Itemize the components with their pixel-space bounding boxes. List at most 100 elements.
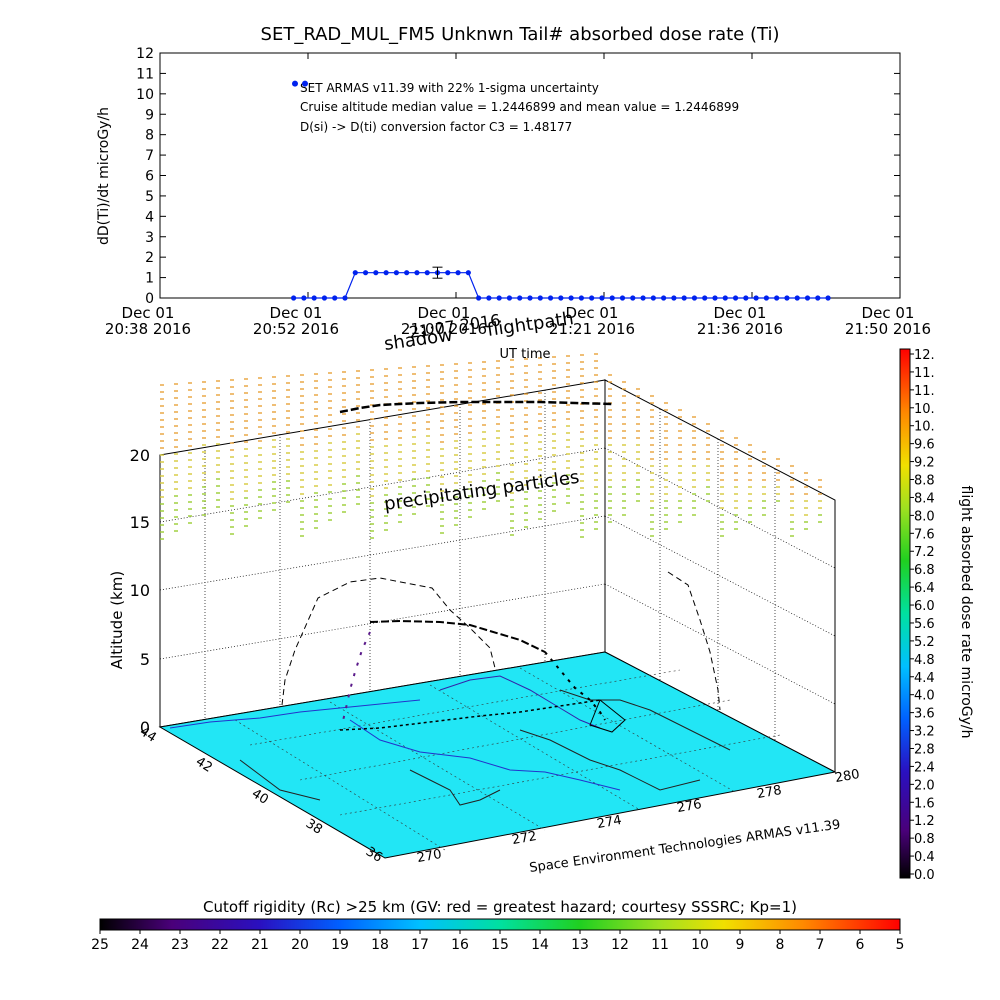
data-point <box>311 295 317 301</box>
data-point <box>784 295 790 301</box>
data-point <box>599 295 605 301</box>
rigidity-colorbar-tick-label: 9 <box>736 937 745 953</box>
data-point <box>619 295 626 301</box>
data-point <box>496 295 502 301</box>
data-point <box>630 295 636 301</box>
top-y-axis-label: dD(Ti)/dt microGy/h <box>96 107 112 245</box>
latitude-axis: 36 38 40 42 44 <box>137 724 385 865</box>
dose-colorbar-tick-label: 8.4 <box>914 491 935 506</box>
dose-colorbar-tick-label: 1.6 <box>914 796 935 811</box>
dose-colorbar-tick-label: 10. <box>914 420 935 435</box>
rigidity-colorbar-tick-label: 16 <box>451 937 469 953</box>
dose-colorbar-tick-label: 0.0 <box>914 868 935 883</box>
dose-colorbar-tick-label: 4.4 <box>914 671 935 686</box>
x-tick-label-date: Dec 01 <box>566 304 619 322</box>
dose-colorbar-tick-label: 5.2 <box>914 635 935 650</box>
flightpath-shadow-wall <box>369 619 546 653</box>
rigidity-colorbar-tick-label: 7 <box>816 937 825 953</box>
rigidity-colorbar-tick-label: 24 <box>131 937 149 953</box>
rigidity-colorbar-tick-label: 25 <box>91 937 109 953</box>
x-tick-label-time: 21:50 2016 <box>845 320 931 338</box>
rigidity-colorbar-tick-label: 18 <box>371 937 389 953</box>
x-tick-label-time: 21:36 2016 <box>697 320 783 338</box>
top-annotation-3: D(si) -> D(ti) conversion factor C3 = 1.… <box>300 120 572 134</box>
dose-colorbar-tick-label: 7.6 <box>914 527 935 542</box>
y-tick-label: 2 <box>145 250 154 266</box>
longitude-tick-label: 276 <box>676 797 703 816</box>
data-point <box>362 270 369 276</box>
dose-colorbar-tick-label: 8.0 <box>914 509 935 524</box>
data-point <box>332 295 338 301</box>
longitude-tick-label: 278 <box>756 783 783 802</box>
altitude-tick-label: 0 <box>140 718 150 737</box>
data-point <box>794 295 800 301</box>
dose-colorbar-tick-label: 2.4 <box>914 760 935 775</box>
legend-point <box>302 80 308 87</box>
data-point <box>753 295 759 301</box>
data-point <box>722 295 728 301</box>
latitude-tick-label: 42 <box>193 754 215 775</box>
altitude-axis: 0 5 10 15 20 <box>130 446 150 737</box>
data-point <box>424 270 430 276</box>
altitude-axis-label: Altitude (km) <box>108 571 126 669</box>
dose-colorbar-tick-label: 2.8 <box>914 742 935 757</box>
data-point <box>732 295 739 301</box>
data-point <box>291 295 297 301</box>
rigidity-colorbar-tick-label: 17 <box>411 937 429 953</box>
rigidity-colorbar-tick-label: 19 <box>331 937 349 953</box>
x-tick-label-date: Dec 01 <box>862 304 915 322</box>
top-annotation-1: SET ARMAS v11.39 with 22% 1-sigma uncert… <box>300 81 599 95</box>
x-tick-label-date: Dec 01 <box>714 304 767 322</box>
data-point <box>774 295 780 301</box>
data-point <box>465 270 471 276</box>
y-tick-label: 8 <box>145 128 154 144</box>
longitude-tick-label: 272 <box>511 829 538 848</box>
rigidity-colorbar-tick-label: 15 <box>491 937 509 953</box>
rigidity-colorbar-tick-label: 13 <box>571 937 589 953</box>
dose-colorbar-tick-label: 1.2 <box>914 814 935 829</box>
map-coastlines <box>169 675 731 806</box>
altitude-tick-label: 10 <box>130 581 150 600</box>
data-point <box>527 295 533 301</box>
longitude-tick-label: 270 <box>416 847 443 866</box>
map-floor <box>158 651 837 859</box>
label-ut-time: UT time <box>500 347 551 362</box>
dose-colorbar-tick-label: 6.4 <box>914 581 935 596</box>
dose-colorbar-tick-label: 11. <box>914 384 935 399</box>
rigidity-colorbar <box>99 918 901 931</box>
rigidity-colorbar-tick-label: 12 <box>611 937 629 953</box>
data-point <box>321 295 328 301</box>
data-point <box>763 295 769 301</box>
data-point <box>578 295 584 301</box>
data-point <box>804 295 811 301</box>
data-point <box>815 295 821 301</box>
data-point <box>650 295 656 301</box>
data-point <box>301 295 307 301</box>
dose-colorbar-tick-label: 9.6 <box>914 438 935 453</box>
dose-colorbar-tick-label: 10. <box>914 402 935 417</box>
dose-colorbar-tick-label: 7.2 <box>914 545 935 560</box>
longitude-axis: 270 272 274 276 278 280 <box>416 767 861 866</box>
data-point <box>352 270 358 276</box>
altitude-tick-label: 20 <box>130 446 150 465</box>
flightpath-ground <box>339 699 601 731</box>
altitude-tick-label: 5 <box>140 650 150 669</box>
dose-colorbar-tick-label: 3.2 <box>914 725 935 740</box>
y-tick-label: 7 <box>145 148 154 164</box>
data-point <box>414 270 420 276</box>
rigidity-colorbar-tick-label: 22 <box>211 937 229 953</box>
rigidity-colorbar-tick-label: 10 <box>691 937 709 953</box>
latitude-tick-label: 38 <box>303 816 325 837</box>
latitude-tick-label: 44 <box>137 724 159 745</box>
longitude-tick-label: 274 <box>596 813 623 832</box>
data-point <box>547 295 554 301</box>
top-chart-title: SET_RAD_MUL_FM5 Unknwn Tail# absorbed do… <box>261 24 780 45</box>
data-point <box>383 270 389 276</box>
dose-colorbar-tick-label: 4.8 <box>914 653 935 668</box>
data-point <box>537 295 543 301</box>
legend-point <box>292 80 298 87</box>
rigidity-colorbar-tick-label: 20 <box>291 937 309 953</box>
